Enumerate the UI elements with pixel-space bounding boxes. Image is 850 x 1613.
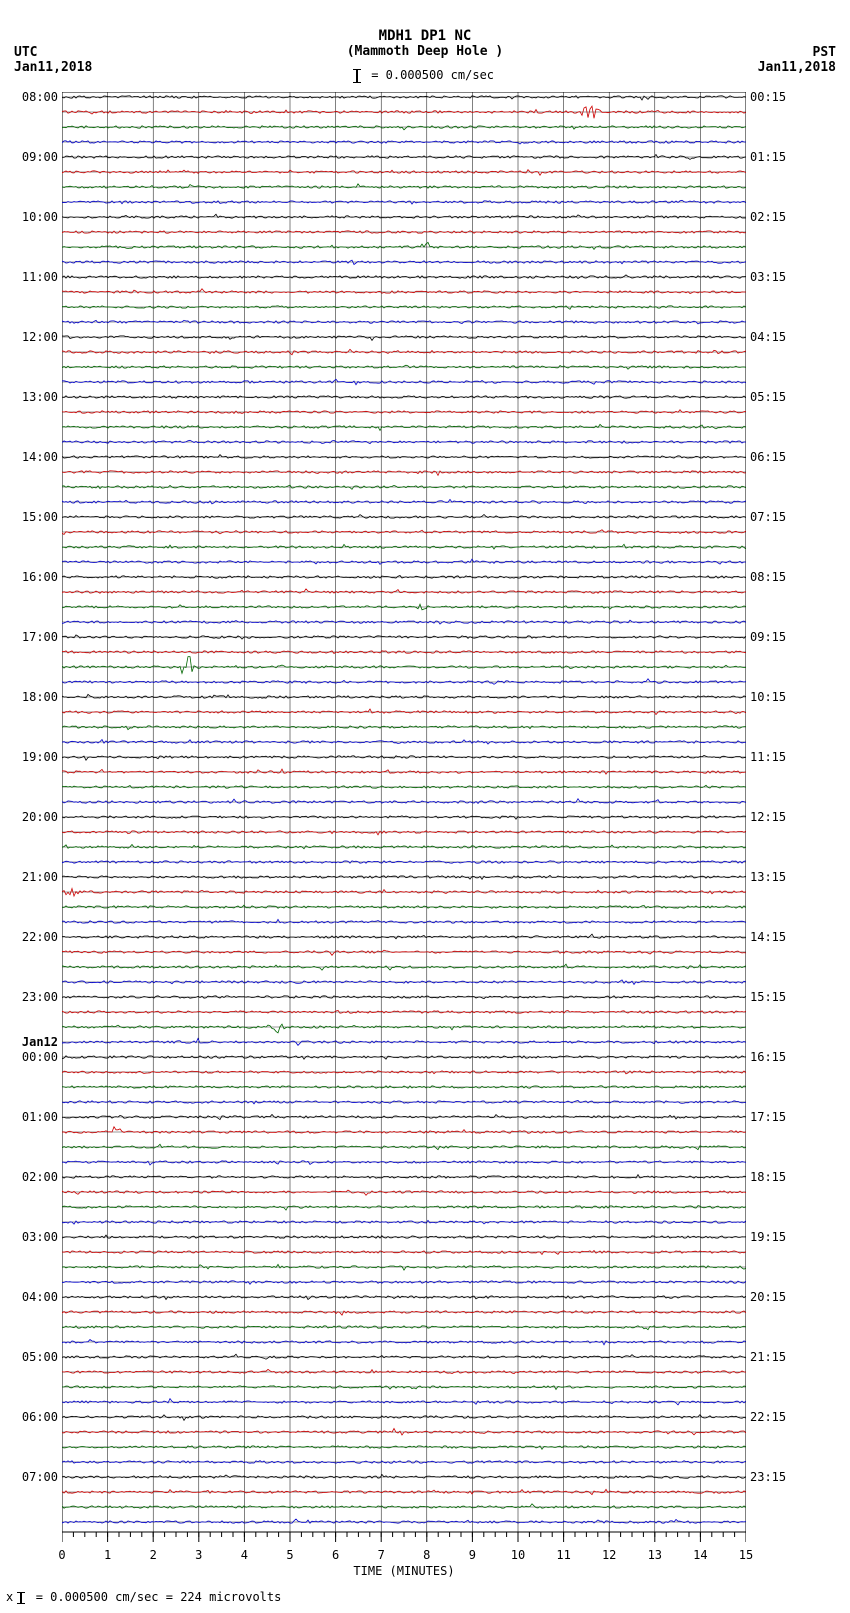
- pst-time-label: 11:15: [750, 750, 810, 764]
- utc-time-label: 02:00: [8, 1170, 58, 1184]
- utc-time-label: 06:00: [8, 1410, 58, 1424]
- utc-time-label: 08:00: [8, 90, 58, 104]
- utc-time-label: 13:00: [8, 390, 58, 404]
- x-tick-label: 13: [645, 1548, 665, 1562]
- utc-time-label: 14:00: [8, 450, 58, 464]
- utc-time-label: 22:00: [8, 930, 58, 944]
- title-line2: (Mammoth Deep Hole ): [0, 44, 850, 59]
- title-block: MDH1 DP1 NC (Mammoth Deep Hole ): [0, 28, 850, 59]
- pst-time-label: 14:15: [750, 930, 810, 944]
- x-tick-label: 6: [326, 1548, 346, 1562]
- pst-time-label: 07:15: [750, 510, 810, 524]
- pst-time-label: 09:15: [750, 630, 810, 644]
- scale-bar-icon: [356, 69, 358, 83]
- pst-time-label: 18:15: [750, 1170, 810, 1184]
- pst-time-label: 17:15: [750, 1110, 810, 1124]
- pst-time-label: 06:15: [750, 450, 810, 464]
- x-axis-label: TIME (MINUTES): [62, 1564, 746, 1578]
- pst-time-label: 16:15: [750, 1050, 810, 1064]
- utc-time-label: 20:00: [8, 810, 58, 824]
- utc-time-label: 17:00: [8, 630, 58, 644]
- scale-text: = 0.000500 cm/sec: [371, 68, 494, 82]
- x-tick-label: 15: [736, 1548, 756, 1562]
- pst-time-label: 08:15: [750, 570, 810, 584]
- pst-time-label: 01:15: [750, 150, 810, 164]
- utc-time-label: 11:00: [8, 270, 58, 284]
- x-tick-label: 9: [462, 1548, 482, 1562]
- pst-time-label: 12:15: [750, 810, 810, 824]
- footer-scale: x = 0.000500 cm/sec = 224 microvolts: [6, 1590, 281, 1604]
- pst-time-label: 19:15: [750, 1230, 810, 1244]
- pst-time-label: 00:15: [750, 90, 810, 104]
- scale-indicator: = 0.000500 cm/sec: [0, 68, 850, 83]
- footer-text: = 0.000500 cm/sec = 224 microvolts: [36, 1590, 282, 1604]
- x-tick-label: 14: [690, 1548, 710, 1562]
- pst-time-label: 15:15: [750, 990, 810, 1004]
- pst-time-label: 10:15: [750, 690, 810, 704]
- x-tick-label: 11: [554, 1548, 574, 1562]
- seismogram-page: UTC Jan11,2018 PST Jan11,2018 MDH1 DP1 N…: [0, 0, 850, 1613]
- utc-time-label: 00:00: [8, 1050, 58, 1064]
- utc-time-label: 12:00: [8, 330, 58, 344]
- title-line1: MDH1 DP1 NC: [0, 28, 850, 44]
- utc-time-label: 04:00: [8, 1290, 58, 1304]
- utc-time-label: 15:00: [8, 510, 58, 524]
- utc-time-label: 10:00: [8, 210, 58, 224]
- pst-time-label: 04:15: [750, 330, 810, 344]
- utc-time-label: 16:00: [8, 570, 58, 584]
- utc-time-label: 05:00: [8, 1350, 58, 1364]
- pst-time-label: 21:15: [750, 1350, 810, 1364]
- pst-time-label: 22:15: [750, 1410, 810, 1424]
- x-tick-label: 1: [98, 1548, 118, 1562]
- seismogram-plot: [62, 92, 746, 1532]
- footer-scale-bar-icon: [20, 1592, 22, 1604]
- x-tick-label: 0: [52, 1548, 72, 1562]
- utc-time-label: 21:00: [8, 870, 58, 884]
- pst-time-label: 20:15: [750, 1290, 810, 1304]
- utc-time-label: 19:00: [8, 750, 58, 764]
- x-tick-label: 2: [143, 1548, 163, 1562]
- x-tick-label: 8: [417, 1548, 437, 1562]
- utc-time-label: 01:00: [8, 1110, 58, 1124]
- utc-day-label: Jan12: [8, 1035, 58, 1049]
- x-tick-label: 10: [508, 1548, 528, 1562]
- pst-time-label: 13:15: [750, 870, 810, 884]
- utc-time-label: 23:00: [8, 990, 58, 1004]
- footer-prefix: x: [6, 1590, 13, 1604]
- x-axis: TIME (MINUTES) 0123456789101112131415: [62, 1532, 746, 1572]
- x-tick-label: 5: [280, 1548, 300, 1562]
- x-tick-label: 4: [234, 1548, 254, 1562]
- x-tick-label: 7: [371, 1548, 391, 1562]
- utc-time-label: 03:00: [8, 1230, 58, 1244]
- x-tick-label: 12: [599, 1548, 619, 1562]
- pst-time-label: 02:15: [750, 210, 810, 224]
- utc-time-label: 09:00: [8, 150, 58, 164]
- x-tick-label: 3: [189, 1548, 209, 1562]
- pst-time-label: 03:15: [750, 270, 810, 284]
- utc-time-label: 07:00: [8, 1470, 58, 1484]
- pst-time-label: 05:15: [750, 390, 810, 404]
- utc-time-label: 18:00: [8, 690, 58, 704]
- pst-time-label: 23:15: [750, 1470, 810, 1484]
